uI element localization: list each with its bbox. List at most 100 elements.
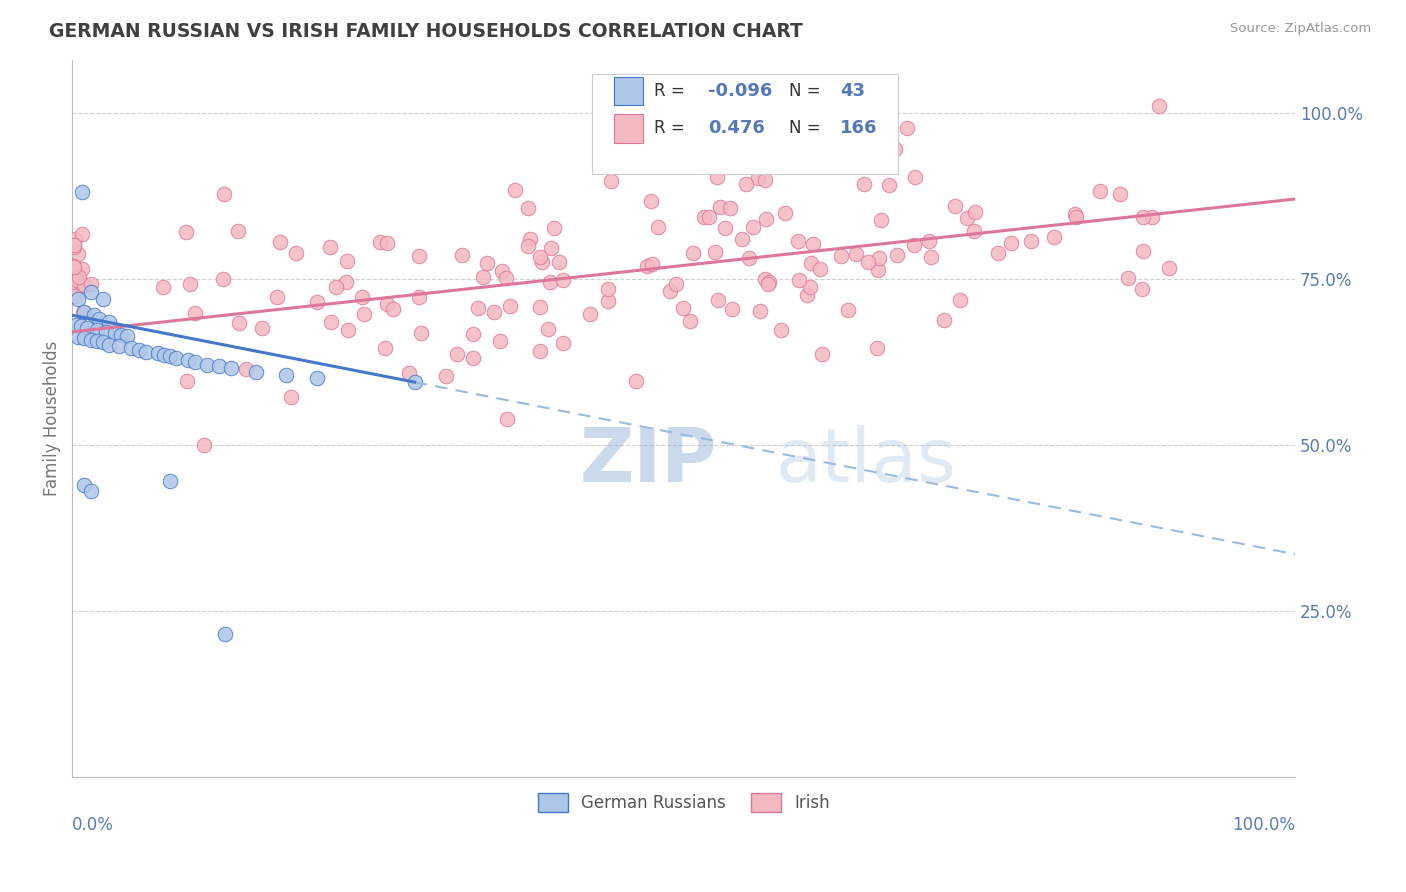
Point bbox=[70, 186, 93, 200]
Point bbox=[86, 334, 108, 348]
Point bbox=[335, 275, 357, 289]
Point bbox=[96, 325, 118, 339]
Point bbox=[69, 277, 91, 291]
Point bbox=[450, 248, 472, 262]
Point bbox=[659, 284, 682, 298]
Point bbox=[830, 249, 852, 263]
Point bbox=[83, 308, 105, 322]
Point bbox=[446, 347, 468, 361]
Point bbox=[228, 224, 250, 238]
Point bbox=[1063, 207, 1085, 221]
Point bbox=[135, 344, 157, 359]
Point bbox=[245, 365, 267, 379]
Point bbox=[336, 323, 359, 337]
Point bbox=[1132, 244, 1154, 258]
Point bbox=[697, 210, 720, 224]
Point bbox=[368, 235, 391, 250]
Point bbox=[67, 270, 90, 285]
Point bbox=[434, 368, 457, 383]
Text: 43: 43 bbox=[841, 82, 865, 100]
Point bbox=[482, 305, 505, 319]
Point bbox=[1157, 260, 1180, 275]
Point bbox=[212, 272, 235, 286]
Point bbox=[731, 232, 754, 246]
Point bbox=[538, 275, 561, 289]
Point bbox=[868, 251, 890, 265]
Point bbox=[801, 236, 824, 251]
Point bbox=[886, 248, 908, 262]
Point bbox=[228, 316, 250, 330]
Point bbox=[956, 211, 979, 225]
Point bbox=[858, 255, 880, 269]
Point bbox=[307, 295, 329, 310]
Point bbox=[91, 335, 114, 350]
Point bbox=[540, 241, 562, 255]
Point bbox=[553, 335, 575, 350]
Point bbox=[276, 368, 298, 382]
Point bbox=[551, 273, 574, 287]
Point bbox=[72, 278, 94, 293]
Point bbox=[808, 262, 831, 277]
Point bbox=[754, 272, 776, 286]
Point bbox=[128, 343, 150, 357]
Point bbox=[714, 221, 737, 235]
Point bbox=[754, 173, 776, 187]
Point bbox=[398, 366, 420, 380]
Point bbox=[903, 238, 925, 252]
Point bbox=[63, 289, 86, 303]
FancyBboxPatch shape bbox=[614, 77, 644, 105]
Point bbox=[517, 239, 540, 253]
Point bbox=[76, 321, 98, 335]
Point bbox=[734, 177, 756, 191]
Point bbox=[756, 277, 779, 291]
Y-axis label: Family Households: Family Households bbox=[44, 341, 60, 496]
Point bbox=[89, 311, 111, 326]
Point bbox=[382, 301, 405, 316]
Point bbox=[70, 262, 93, 277]
Point bbox=[1088, 184, 1111, 198]
Point bbox=[769, 323, 792, 337]
Point bbox=[375, 297, 398, 311]
Point bbox=[706, 293, 728, 308]
Point bbox=[463, 327, 485, 342]
Point bbox=[153, 348, 176, 362]
Point bbox=[66, 273, 89, 287]
Point bbox=[641, 256, 664, 270]
Point bbox=[73, 331, 96, 345]
Point bbox=[269, 235, 291, 250]
Point bbox=[467, 301, 489, 316]
Point bbox=[63, 264, 86, 278]
Point bbox=[529, 300, 551, 314]
Point bbox=[679, 314, 702, 328]
Point bbox=[67, 330, 90, 344]
Point bbox=[599, 174, 621, 188]
Point bbox=[693, 210, 716, 224]
Point bbox=[529, 250, 551, 264]
Text: N =: N = bbox=[789, 120, 825, 137]
Point bbox=[374, 341, 396, 355]
Point bbox=[250, 321, 273, 335]
Point bbox=[799, 280, 821, 294]
Point bbox=[896, 121, 918, 136]
Point bbox=[305, 371, 328, 385]
Point bbox=[536, 322, 558, 336]
Point bbox=[853, 177, 876, 191]
Point bbox=[62, 277, 84, 292]
Point bbox=[811, 347, 834, 361]
Point bbox=[499, 299, 522, 313]
Point bbox=[193, 438, 215, 452]
Point bbox=[904, 169, 927, 184]
Point bbox=[598, 282, 620, 296]
Point bbox=[62, 259, 84, 273]
Point bbox=[63, 240, 86, 254]
Point bbox=[491, 264, 513, 278]
Point bbox=[319, 315, 342, 329]
Point bbox=[1142, 211, 1164, 225]
Point bbox=[117, 329, 139, 343]
Point bbox=[152, 279, 174, 293]
Point bbox=[350, 290, 373, 304]
Point bbox=[195, 358, 218, 372]
Point bbox=[495, 271, 517, 285]
Point bbox=[176, 375, 198, 389]
Point bbox=[963, 204, 986, 219]
